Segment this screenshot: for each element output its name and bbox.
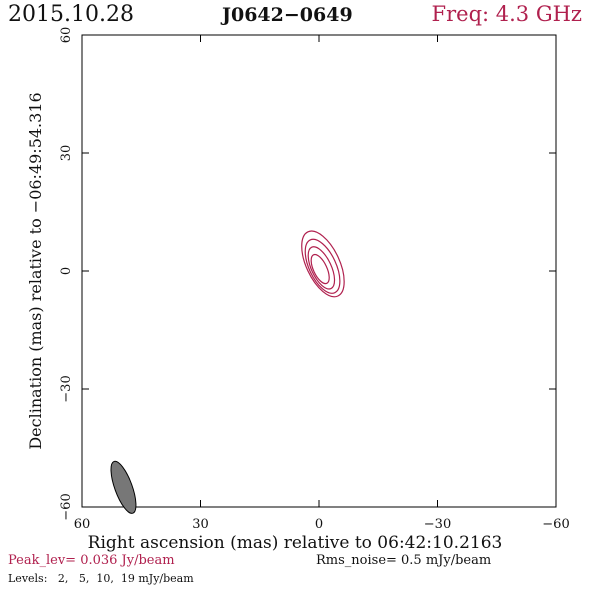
y-tick-label: −60 — [59, 493, 74, 520]
source-contours — [301, 230, 345, 298]
x-tick-label: 0 — [315, 517, 323, 532]
x-axis-label: Right ascension (mas) relative to 06:42:… — [87, 533, 503, 553]
contour-level-2 — [301, 230, 345, 298]
y-axis-label: Declination (mas) relative to −06:49:54.… — [26, 92, 45, 449]
beam-shape — [110, 460, 137, 514]
contour-level-10 — [307, 246, 336, 290]
beam-ellipse — [110, 460, 137, 514]
x-tick-label: 30 — [192, 517, 209, 532]
x-tick-labels: 60 30 0 −30 −60 — [74, 517, 570, 532]
observation-date: 2015.10.28 — [8, 2, 134, 27]
y-tick-label: 0 — [59, 267, 74, 275]
frequency-label: Freq: 4.3 GHz — [431, 2, 582, 26]
y-tick-label: −30 — [59, 375, 74, 402]
y-tick-labels: −60 −30 0 30 60 — [59, 27, 74, 521]
source-name: J0642−0649 — [222, 4, 353, 26]
y-tick-label: 30 — [59, 145, 74, 162]
contour-levels: Levels: 2, 5, 10, 19 mJy/beam — [8, 572, 194, 585]
peak-level: Peak_lev= 0.036 Jy/beam — [8, 553, 175, 568]
contour-level-19 — [310, 253, 330, 285]
x-tick-label: −60 — [542, 517, 569, 532]
x-tick-label: −30 — [424, 517, 451, 532]
contour-level-5 — [304, 238, 341, 294]
axis-ticks — [81, 34, 557, 508]
x-tick-label: 60 — [74, 517, 91, 532]
y-tick-label: 60 — [59, 27, 74, 44]
plot-frame — [81, 34, 557, 508]
rms-noise: Rms_noise= 0.5 mJy/beam — [316, 553, 492, 568]
